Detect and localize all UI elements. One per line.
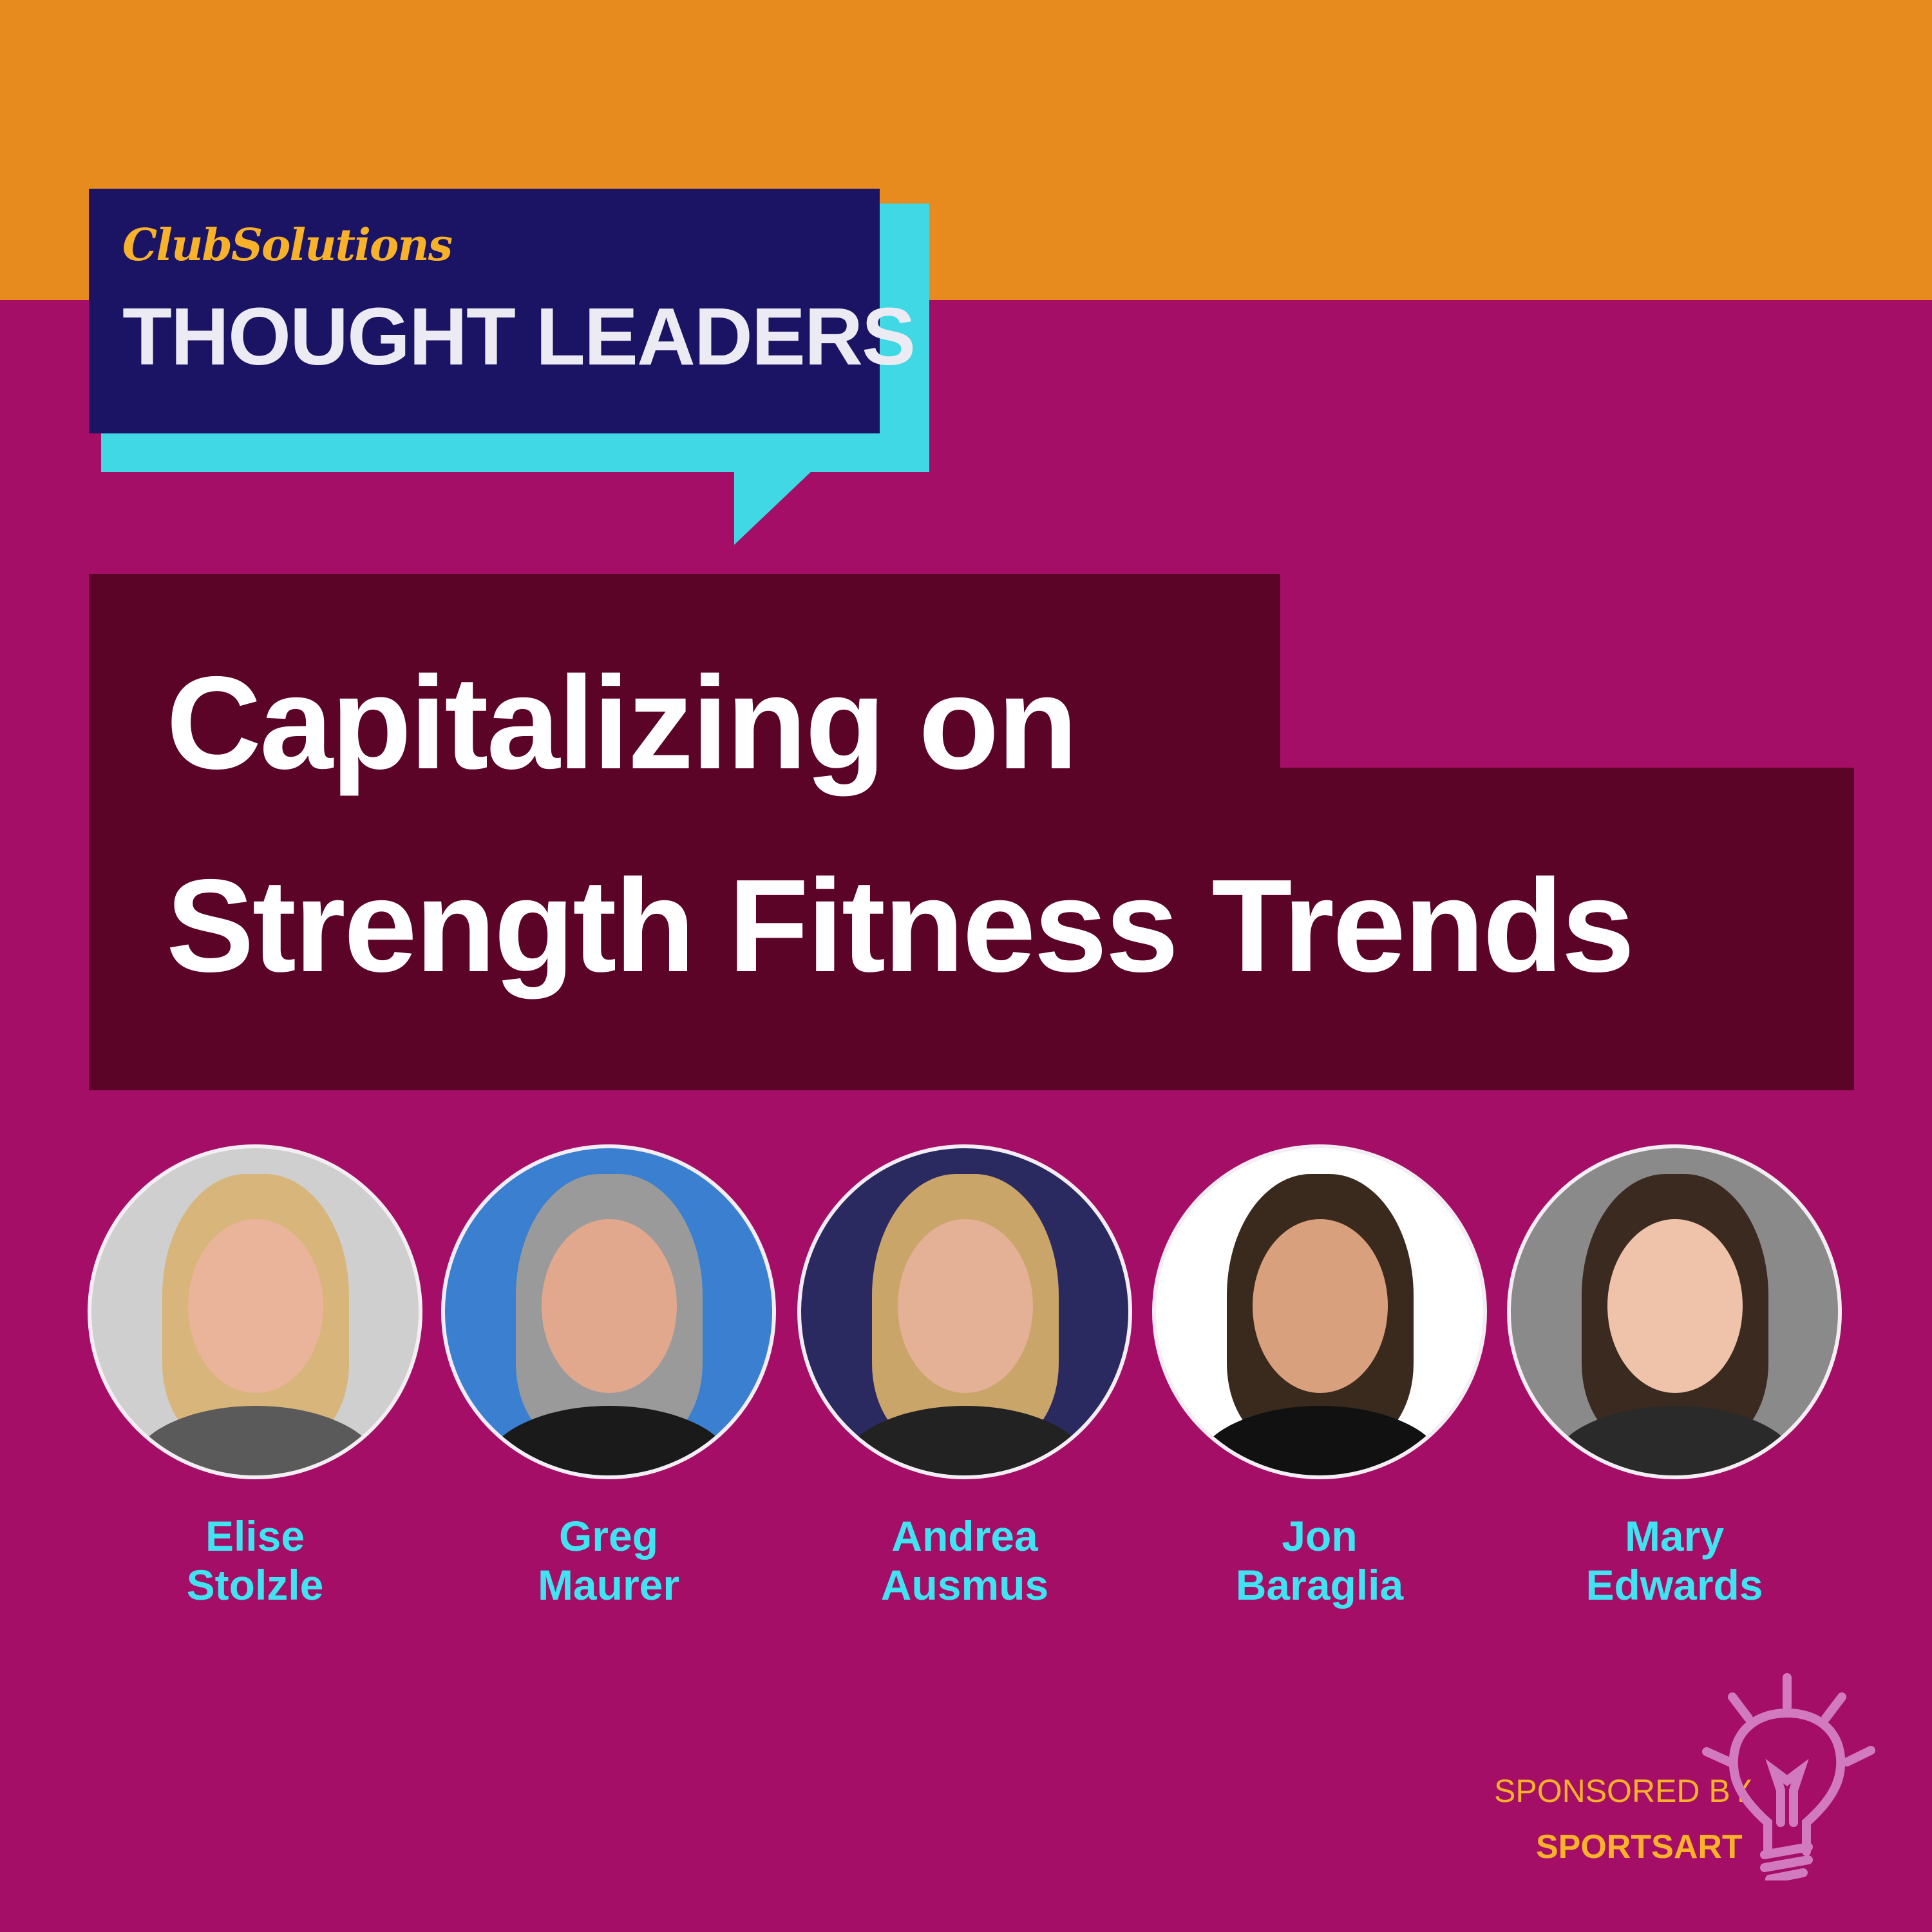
face: [542, 1219, 677, 1393]
face: [1253, 1219, 1388, 1393]
sponsor-name: SPORTSART: [1536, 1828, 1743, 1866]
lightbulb-icon: [1702, 1673, 1875, 1880]
last-name: Stolzle: [186, 1561, 324, 1609]
panelist: Andrea Ausmus: [797, 1144, 1132, 1609]
shirt: [840, 1406, 1091, 1475]
panelist-photo: [441, 1144, 776, 1479]
last-name: Maurer: [537, 1561, 680, 1609]
sponsored-by-label: SPONSORED BY: [1494, 1773, 1752, 1809]
panelist-photo: [1507, 1144, 1842, 1479]
brand-name: ClubSolutions: [122, 220, 453, 271]
thought-leaders-logo: ClubSolutions THOUGHT LEADERS: [89, 189, 916, 433]
shirt: [484, 1406, 735, 1475]
panelist: Jon Baraglia: [1152, 1144, 1487, 1609]
panelist-photo: [88, 1144, 422, 1479]
panelist-name: Elise Stolzle: [88, 1511, 422, 1609]
first-name: Greg: [558, 1512, 659, 1560]
title-background-lower: [89, 768, 1854, 1090]
first-name: Jon: [1282, 1512, 1358, 1560]
shirt: [1195, 1406, 1446, 1475]
face: [1607, 1219, 1743, 1393]
panelist: Elise Stolzle: [88, 1144, 422, 1609]
speech-bubble-tail: [734, 470, 813, 545]
last-name: Baraglia: [1235, 1561, 1404, 1609]
series-title: THOUGHT LEADERS: [122, 291, 916, 382]
panelist-photo: [797, 1144, 1132, 1479]
shirt: [1549, 1406, 1801, 1475]
panelist-photo: [1152, 1144, 1487, 1479]
first-name: Andrea: [891, 1512, 1038, 1560]
first-name: Elise: [205, 1512, 305, 1560]
episode-title-line2: Strength Fitness Trends: [166, 852, 1634, 999]
panelist-name: Andrea Ausmus: [797, 1511, 1132, 1609]
last-name: Edwards: [1586, 1561, 1763, 1609]
first-name: Mary: [1624, 1512, 1725, 1560]
panelist-name: Jon Baraglia: [1152, 1511, 1487, 1609]
last-name: Ausmus: [880, 1561, 1049, 1609]
panelist: Greg Maurer: [441, 1144, 776, 1609]
panelist-name: Mary Edwards: [1507, 1511, 1842, 1609]
panelist: Mary Edwards: [1507, 1144, 1842, 1609]
face: [188, 1219, 323, 1393]
episode-title-line1: Capitalizing on: [166, 649, 1078, 797]
panelist-name: Greg Maurer: [441, 1511, 776, 1609]
shirt: [130, 1406, 381, 1475]
face: [898, 1219, 1033, 1393]
